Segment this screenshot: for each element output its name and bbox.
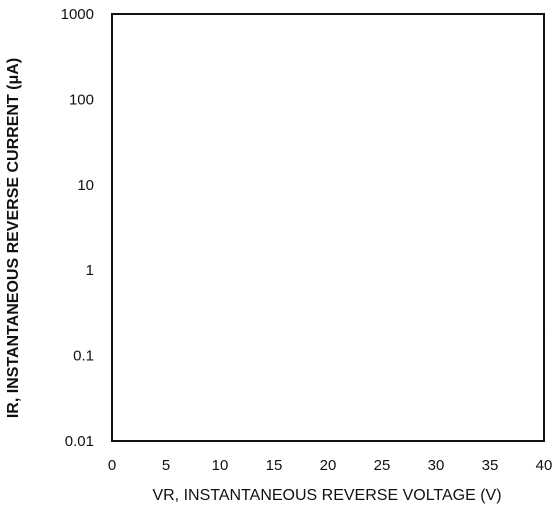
y-tick-label: 100 — [69, 91, 94, 108]
x-tick-label: 30 — [428, 457, 445, 474]
y-tick-label: 0.1 — [73, 348, 94, 365]
axes-layer: 0 5 10 15 20 25 30 35 40 0.01 0.1 1 10 100 1000 — [61, 6, 553, 474]
x-tick-label: 15 — [266, 457, 283, 474]
plot-frame — [111, 13, 545, 442]
x-axis-title: VR, INSTANTANEOUS REVERSE VOLTAGE (V) — [152, 487, 501, 504]
x-tick-label: 10 — [212, 457, 229, 474]
x-tick-label: 25 — [374, 457, 391, 474]
y-tick-label: 1 — [86, 262, 94, 279]
x-tick-label: 0 — [108, 457, 116, 474]
y-tick-label: 10 — [77, 177, 94, 194]
x-tick-label: 5 — [162, 457, 170, 474]
x-tick-label: 40 — [536, 457, 553, 474]
y-axis-title: IR, INSTANTANEOUS REVERSE CURRENT (μA) — [5, 58, 22, 418]
x-tick-label: 20 — [320, 457, 337, 474]
y-tick-label: 1000 — [61, 6, 94, 23]
y-tick-label: 0.01 — [65, 433, 94, 450]
x-tick-label: 35 — [482, 457, 499, 474]
